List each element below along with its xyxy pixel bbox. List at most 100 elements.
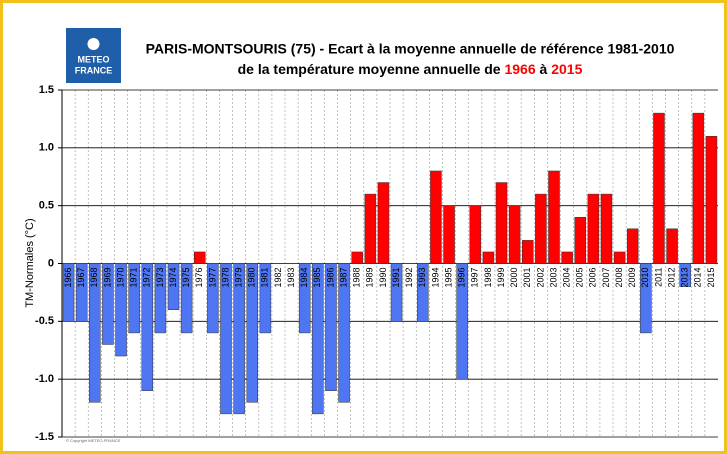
logo-text: METEO [77, 54, 109, 64]
y-axis-label: TM-Normales (°C) [24, 218, 36, 307]
bar [364, 193, 377, 264]
bar [62, 263, 75, 322]
subtitle-part: à [536, 61, 552, 77]
x-tick-label: 1989 [365, 268, 375, 288]
bar [482, 251, 495, 264]
x-tick-label: 1996 [457, 268, 467, 288]
x-tick-label: 1972 [142, 268, 152, 288]
bar [298, 263, 311, 334]
bar [246, 263, 259, 403]
bar [128, 263, 140, 334]
x-tick-label: 1982 [273, 268, 283, 288]
x-tick-label: 1966 [63, 268, 73, 288]
bar [679, 263, 691, 287]
x-tick-label: 2000 [509, 268, 519, 288]
subtitle-part: de la température moyenne annuelle de [238, 61, 505, 77]
bar [613, 251, 626, 264]
bar [377, 182, 390, 264]
bar [193, 251, 206, 264]
logo-box [66, 28, 121, 83]
bar [89, 263, 101, 403]
bar [640, 263, 652, 334]
x-tick-label: 2014 [693, 268, 703, 288]
x-tick-label: 2015 [706, 268, 716, 288]
x-tick-label: 2005 [575, 268, 585, 288]
x-tick-label: 1987 [338, 268, 348, 288]
chart-subtitle: de la température moyenne annuelle de 19… [238, 61, 583, 77]
x-tick-label: 1975 [181, 268, 191, 288]
x-tick-label: 1973 [155, 268, 165, 288]
copyright: © Copyright METEO-FRANCE [66, 438, 121, 443]
y-tick-label: 1.5 [39, 84, 54, 96]
x-tick-label: 1997 [470, 268, 480, 288]
x-tick-label: 1974 [168, 268, 178, 288]
y-tick-label: 0.5 [39, 200, 54, 212]
x-tick-label: 1981 [260, 268, 270, 288]
bar [521, 240, 534, 264]
x-tick-label: 2001 [522, 268, 532, 288]
x-tick-label: 1999 [496, 268, 506, 288]
x-tick-label: 2009 [627, 268, 637, 288]
x-tick-label: 2007 [601, 268, 611, 288]
x-tick-label: 1980 [247, 268, 257, 288]
x-tick-label: 1990 [378, 268, 388, 288]
bar [666, 228, 678, 264]
x-tick-label: 2012 [666, 268, 676, 288]
bar [207, 263, 219, 334]
x-tick-label: 1993 [417, 268, 427, 288]
x-tick-label: 1992 [404, 268, 414, 288]
bar [180, 263, 193, 334]
bar [154, 263, 167, 334]
bar [351, 251, 363, 264]
bar [705, 136, 718, 264]
x-tick-label: 2003 [548, 268, 558, 288]
bar [548, 170, 560, 264]
x-tick-label: 1969 [102, 268, 112, 288]
x-tick-label: 2011 [653, 268, 663, 287]
bar [430, 170, 442, 264]
bar [587, 193, 600, 264]
x-tick-label: 1967 [76, 268, 86, 288]
bar [325, 263, 337, 391]
x-tick-label: 1983 [286, 268, 296, 288]
bar [220, 263, 232, 415]
bar [338, 263, 350, 403]
y-tick-label: 0 [48, 257, 54, 269]
y-tick-label: 1.0 [39, 142, 54, 154]
bar [115, 263, 127, 357]
x-tick-label: 2004 [561, 268, 571, 288]
bar [75, 263, 88, 322]
bar [626, 228, 639, 264]
bar [443, 205, 455, 264]
bar [535, 193, 547, 264]
bar [417, 263, 429, 322]
bar [574, 216, 587, 264]
subtitle-part: 2015 [551, 61, 582, 77]
bar [561, 251, 573, 264]
y-tick-label: -1.0 [35, 373, 54, 385]
x-tick-label: 1971 [129, 268, 139, 288]
bar [259, 263, 272, 334]
x-tick-label: 2002 [535, 268, 545, 288]
x-tick-label: 1976 [194, 268, 204, 288]
bar [390, 263, 403, 322]
bar [692, 112, 705, 264]
bar [102, 263, 114, 345]
x-tick-label: 1994 [430, 268, 440, 288]
y-tick-label: -0.5 [35, 315, 54, 327]
bar [508, 205, 521, 264]
logo-icon [87, 38, 100, 50]
bar [233, 263, 245, 415]
bar [456, 263, 468, 380]
x-tick-label: 1995 [443, 268, 453, 288]
chart-title: PARIS-MONTSOURIS (75) - Ecart à la moyen… [146, 41, 675, 57]
x-tick-label: 2010 [640, 268, 650, 288]
x-tick-label: 1977 [207, 268, 217, 288]
x-tick-label: 1991 [391, 268, 401, 288]
x-tick-label: 2006 [588, 268, 598, 288]
subtitle-part: 1966 [504, 61, 535, 77]
bar [495, 182, 508, 264]
bar [469, 205, 482, 264]
x-tick-label: 1968 [89, 268, 99, 288]
